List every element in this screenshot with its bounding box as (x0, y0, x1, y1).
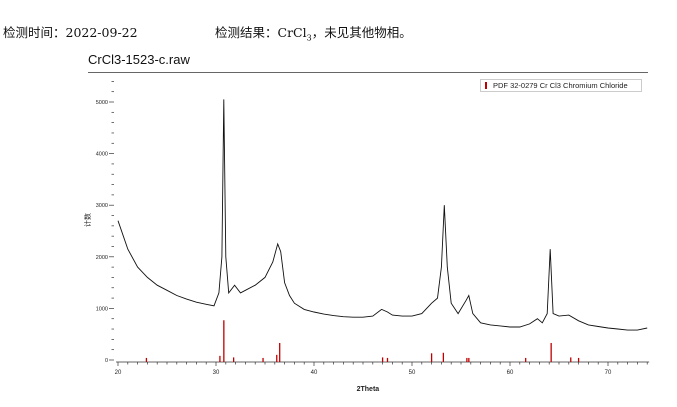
x-tick-label: 50 (409, 370, 416, 376)
result-prefix: 检测结果：CrCl (215, 25, 307, 40)
legend: PDF 32-0279 Cr Cl3 Chromium Chloride (480, 79, 642, 92)
y-tick-label: 2000 (96, 255, 108, 261)
x-tick-label: 20 (115, 370, 122, 376)
chart-title: CrCl3-1523-c.raw (88, 52, 190, 67)
y-tick-label: 5000 (96, 100, 108, 106)
y-tick-label: 3000 (96, 203, 108, 209)
result-subscript: 3 (306, 33, 312, 43)
x-tick-label: 30 (213, 370, 220, 376)
x-tick-label: 40 (311, 370, 318, 376)
x-tick-label: 70 (605, 370, 612, 376)
result-suffix: ，未见其他物相。 (311, 25, 412, 40)
y-tick-label: 4000 (96, 152, 108, 158)
diffraction-pattern-line (117, 99, 648, 331)
test-result: 检测结果：CrCl3，未见其他物相。 (215, 22, 412, 43)
y-tick-label: 0 (105, 358, 108, 364)
title-divider (88, 72, 648, 73)
test-date: 检测时间：2022-09-22 (3, 25, 138, 40)
legend-swatch-reference (485, 82, 487, 89)
legend-label: PDF 32-0279 Cr Cl3 Chromium Chloride (493, 81, 628, 90)
x-tick-label: 60 (507, 370, 514, 376)
x-axis-label: 2Theta (357, 386, 380, 393)
y-tick-label: 1000 (96, 306, 108, 312)
y-axis-label: 计数 (83, 213, 92, 227)
